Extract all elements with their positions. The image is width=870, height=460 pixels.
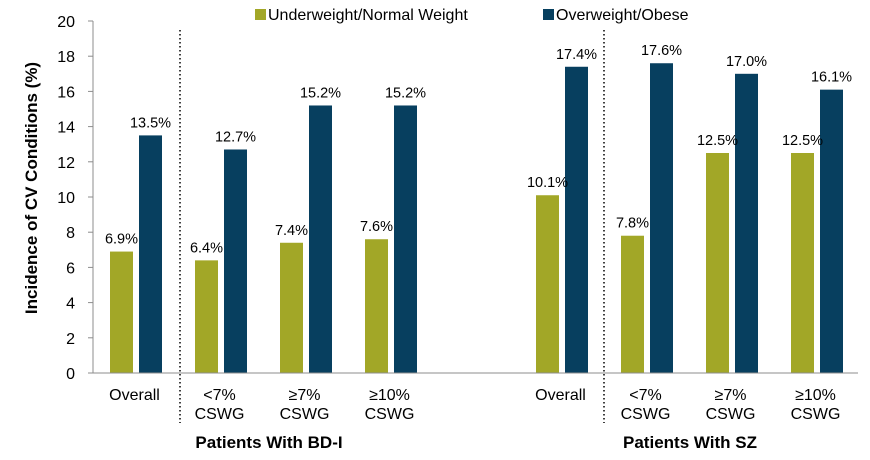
data-label: 17.4% [556,47,597,63]
x-tick-label: CSWG [706,406,756,423]
data-label: 16.1% [811,70,852,86]
bar-underweight-normal [110,251,133,373]
y-tick-label: 6 [66,260,75,277]
data-label: 12.5% [782,133,823,149]
bar-overweight-obese [650,63,673,374]
bar-underweight-normal [706,153,729,373]
group-labels: Patients With BD-I Patients With SZ [195,433,757,452]
data-labels: 6.9% 13.5% 6.4% 12.7% 7.4% 15.2% 7.6% 15.2% 10.1… [105,43,852,256]
legend-label-1: Underweight/Normal Weight [268,7,468,24]
y-tick-label: 20 [57,14,75,31]
data-label: 17.0% [726,54,767,70]
bar-overweight-obese [735,73,758,374]
data-label: 10.1% [527,175,568,191]
separators [179,30,605,423]
data-label: 13.5% [130,115,171,131]
x-tick-label: CSWG [621,406,671,423]
y-axis: 0 2 4 6 8 10 12 14 16 18 20 [57,14,94,383]
bar-underweight-normal [280,242,303,373]
x-tick-label: Overall [535,387,586,404]
bar-underweight-normal [536,195,559,373]
legend-label-2: Overweight/Obese [556,7,689,24]
data-label: 17.6% [641,43,682,59]
x-tick-label: CSWG [791,406,841,423]
x-tick-label: CSWG [195,406,245,423]
data-label: 6.9% [105,232,138,248]
legend: Underweight/Normal Weight Overweight/Obes… [255,7,689,24]
bars [110,63,843,374]
data-label: 7.8% [616,216,649,232]
legend-swatch-2 [543,9,554,20]
x-tick-label: Overall [109,387,160,404]
bar-overweight-obese [394,105,417,373]
bar-underweight-normal [365,239,388,373]
y-tick-label: 8 [66,225,75,242]
group-label-2: Patients With SZ [623,433,757,452]
y-tick-label: 16 [57,84,75,101]
y-tick-label: 14 [57,120,75,137]
group-label-1: Patients With BD-I [195,433,342,452]
bar-underweight-normal [791,153,814,373]
x-tick-label: ≥7% [715,387,747,404]
bar-overweight-obese [820,89,843,373]
x-axis: Overall <7% CSWG ≥7% CSWG ≥10% CSWG Overall <7% C… [93,372,858,423]
bar-overweight-obese [139,135,162,373]
legend-swatch-1 [255,9,266,20]
data-label: 12.7% [215,129,256,145]
y-tick-label: 12 [57,155,75,172]
x-tick-label: ≥10% [795,387,836,404]
bar-underweight-normal [621,235,644,373]
bar-underweight-normal [195,260,218,373]
y-tick-label: 10 [57,190,75,207]
x-tick-label: ≥7% [289,387,321,404]
y-axis-title: Incidence of CV Conditions (%) [22,62,41,314]
bar-overweight-obese [309,105,332,373]
y-tick-label: 0 [66,366,75,383]
y-tick-label: 18 [57,49,75,66]
x-tick-label: CSWG [365,406,415,423]
bar-overweight-obese [565,66,588,373]
bar-overweight-obese [224,149,247,373]
data-label: 6.4% [190,240,223,256]
y-tick-label: 4 [66,296,75,313]
data-label: 15.2% [385,85,426,101]
x-tick-label: <7% [629,387,661,404]
data-label: 7.6% [360,219,393,235]
x-tick-label: <7% [203,387,235,404]
x-tick-label: ≥10% [369,387,410,404]
data-label: 12.5% [697,133,738,149]
y-tick-label: 2 [66,331,75,348]
data-label: 15.2% [300,85,341,101]
data-label: 7.4% [275,223,308,239]
x-tick-label: CSWG [280,406,330,423]
